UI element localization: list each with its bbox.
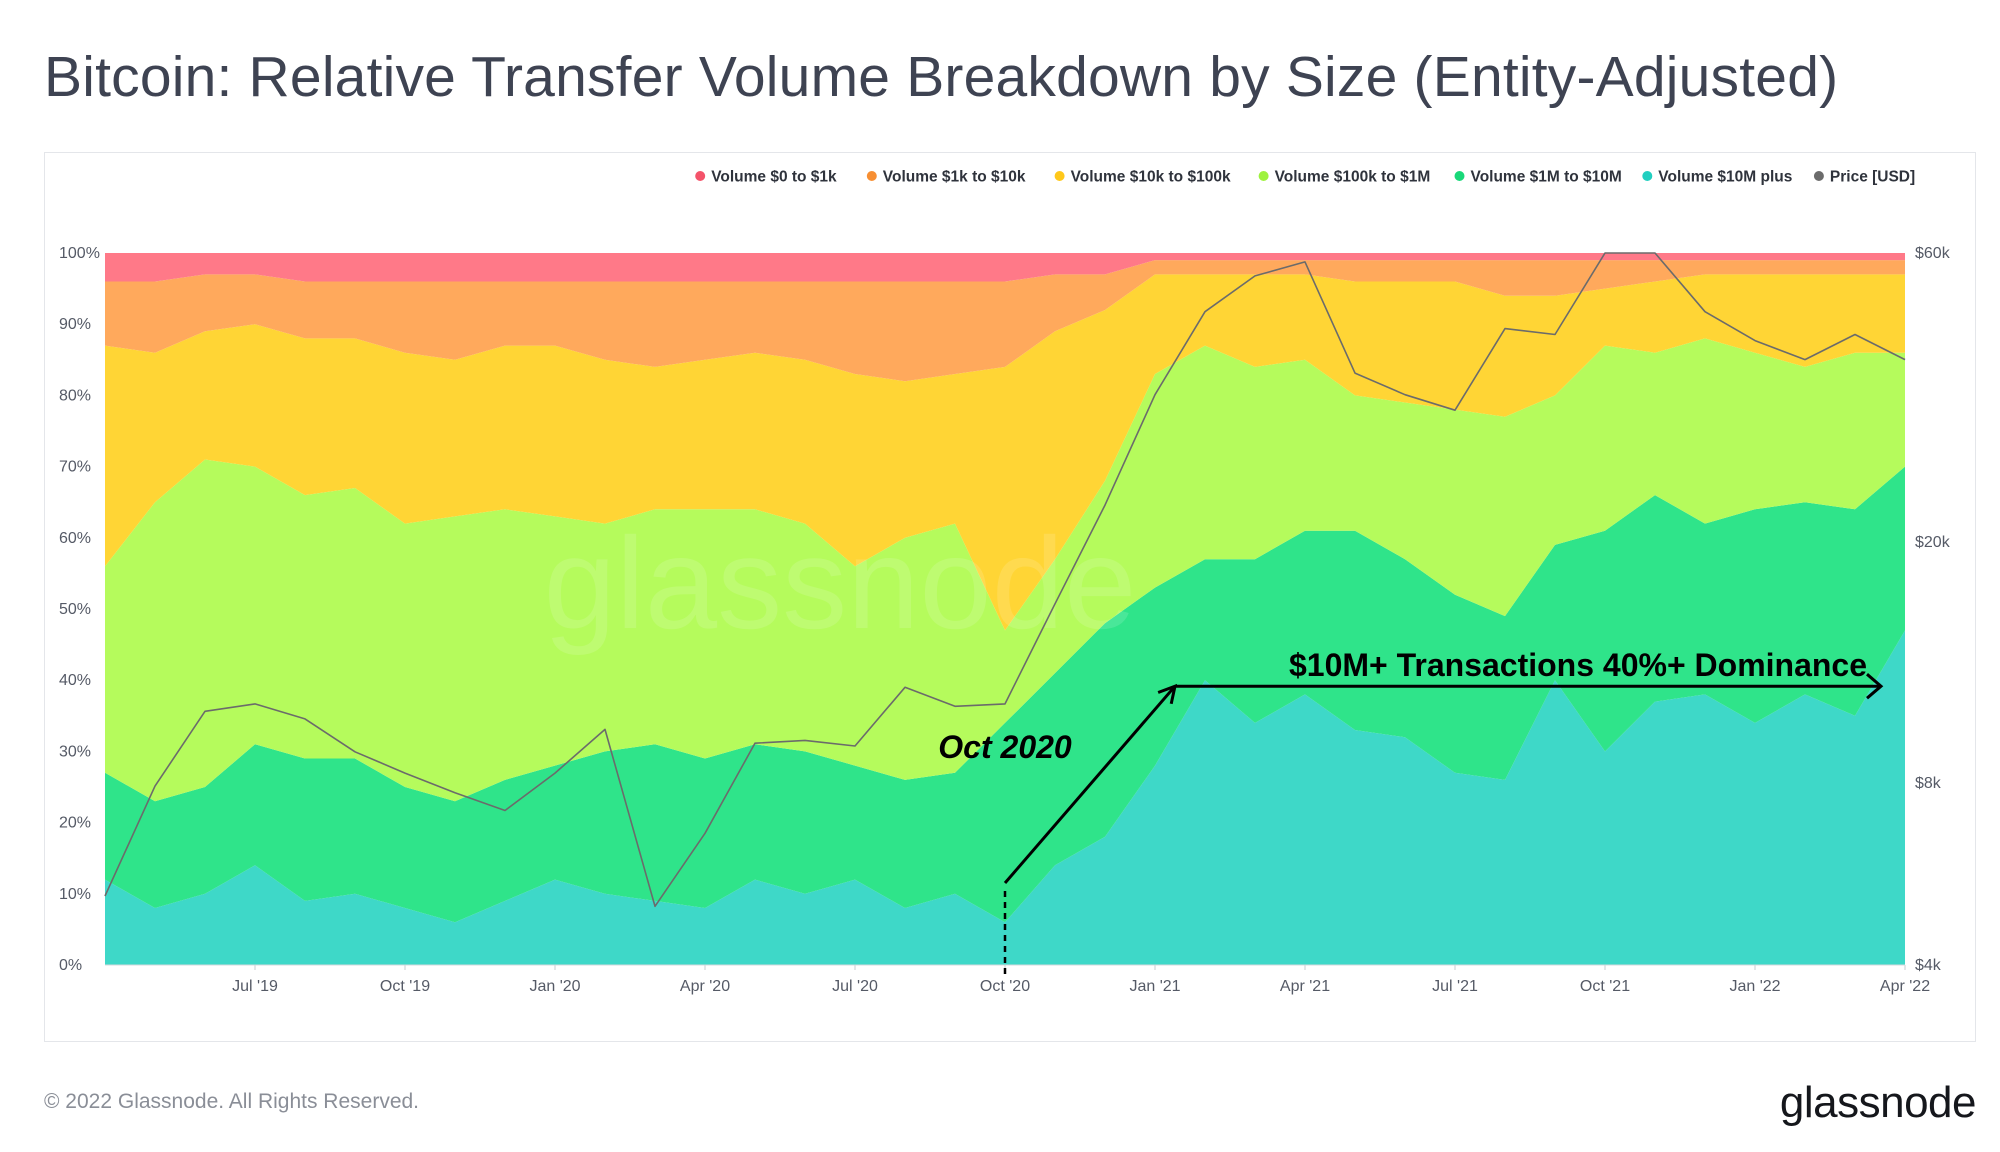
legend-label: Volume $100k to $1M (1275, 169, 1431, 186)
legend-item[interactable]: Price [USD] (1813, 169, 1915, 186)
stacked-areas (105, 253, 1905, 965)
x-tick-label: Jul '21 (1432, 978, 1478, 995)
annotations: Oct 2020 $10M+ Transactions 40%+ Dominanc… (938, 647, 1884, 979)
oct-2020-label: Oct 2020 (938, 729, 1072, 765)
y-right-tick-label: $20k (1915, 534, 1951, 551)
x-tick-label: Jan '22 (1729, 978, 1780, 995)
copyright-text: © 2022 Glassnode. All Rights Reserved. (44, 1090, 420, 1113)
legend-swatch (866, 171, 877, 181)
y-left-tick-label: 100% (59, 245, 100, 262)
axes: 0% 10% 20% 30% 40% 50% 60% 70% 80% 90% 100% $4k $8k $… (59, 245, 1951, 995)
brand-logo: glassnode (1779, 1078, 1977, 1127)
legend: Volume $0 to $1k Volume $1k to $10k Volume… (695, 169, 1915, 186)
y-left-tick-label: 50% (59, 601, 91, 618)
x-tick-label: Oct '20 (980, 978, 1030, 995)
area-volume-1m-to-10m (105, 466, 1905, 923)
area-volume-10m-plus (105, 630, 1905, 965)
y-left-tick-label: 20% (59, 815, 91, 832)
x-tick-label: Jan '21 (1129, 978, 1180, 995)
dominance-arrow-head (1866, 673, 1884, 700)
area-volume-0-to-1k (105, 253, 1905, 282)
legend-item[interactable]: Volume $0 to $1k (695, 169, 837, 186)
legend-item[interactable]: Volume $1k to $10k (866, 169, 1026, 186)
watermark: glassnode (544, 510, 1137, 656)
y-right-tick-label: $4k (1915, 957, 1942, 974)
legend-item[interactable]: Volume $1M to $10M (1454, 169, 1622, 186)
legend-swatch (1054, 171, 1065, 181)
y-left-tick-label: 10% (59, 886, 91, 903)
y-left-tick-label: 0% (59, 957, 82, 974)
y-left-tick-label: 70% (59, 459, 91, 476)
x-tick-label: Apr '21 (1280, 978, 1330, 995)
y-left-tick-label: 60% (59, 530, 91, 547)
page-title: Bitcoin: Relative Transfer Volume Breakd… (44, 45, 1839, 109)
price-series (104, 252, 1906, 908)
legend-item[interactable]: Volume $100k to $1M (1258, 169, 1431, 186)
legend-swatch (1258, 171, 1269, 181)
x-tick-label: Jul '19 (232, 978, 278, 995)
legend-label: Volume $0 to $1k (711, 169, 837, 186)
area-volume-100k-to-1m (105, 338, 1905, 802)
y-right-tick-label: $8k (1915, 775, 1942, 792)
chart-svg: Volume $0 to $1k Volume $1k to $10k Volume… (59, 169, 1951, 996)
dominance-label: $10M+ Transactions 40%+ Dominance (1289, 647, 1867, 683)
area-volume-1k-to-10k (105, 260, 1905, 382)
area-volume-10k-to-100k (105, 274, 1905, 631)
y-left-tick-label: 30% (59, 743, 91, 760)
legend-swatch (1813, 171, 1824, 181)
legend-label: Volume $1M to $10M (1471, 169, 1622, 186)
y-left-tick-label: 40% (59, 672, 91, 689)
legend-label: Volume $10M plus (1658, 169, 1792, 186)
legend-label: Price [USD] (1830, 169, 1915, 186)
legend-label: Volume $10k to $100k (1071, 169, 1231, 186)
legend-item[interactable]: Volume $10M plus (1642, 169, 1792, 186)
y-right-tick-label: $60k (1915, 245, 1951, 262)
legend-label: Volume $1k to $10k (883, 169, 1026, 186)
legend-swatch (1454, 171, 1465, 181)
x-tick-label: Oct '21 (1580, 978, 1630, 995)
legend-item[interactable]: Volume $10k to $100k (1054, 169, 1231, 186)
x-tick-label: Apr '22 (1880, 978, 1930, 995)
x-tick-label: Oct '19 (380, 978, 430, 995)
legend-swatch (1642, 171, 1653, 181)
x-tick-label: Jan '20 (529, 978, 580, 995)
legend-swatch (695, 171, 706, 181)
x-tick-label: Jul '20 (832, 978, 878, 995)
x-tick-label: Apr '20 (680, 978, 730, 995)
growth-arrow (1003, 685, 1177, 884)
y-left-tick-label: 90% (59, 316, 91, 333)
y-left-tick-label: 80% (59, 387, 91, 404)
chart-panel: Volume $0 to $1k Volume $1k to $10k Volume… (44, 152, 1976, 1042)
